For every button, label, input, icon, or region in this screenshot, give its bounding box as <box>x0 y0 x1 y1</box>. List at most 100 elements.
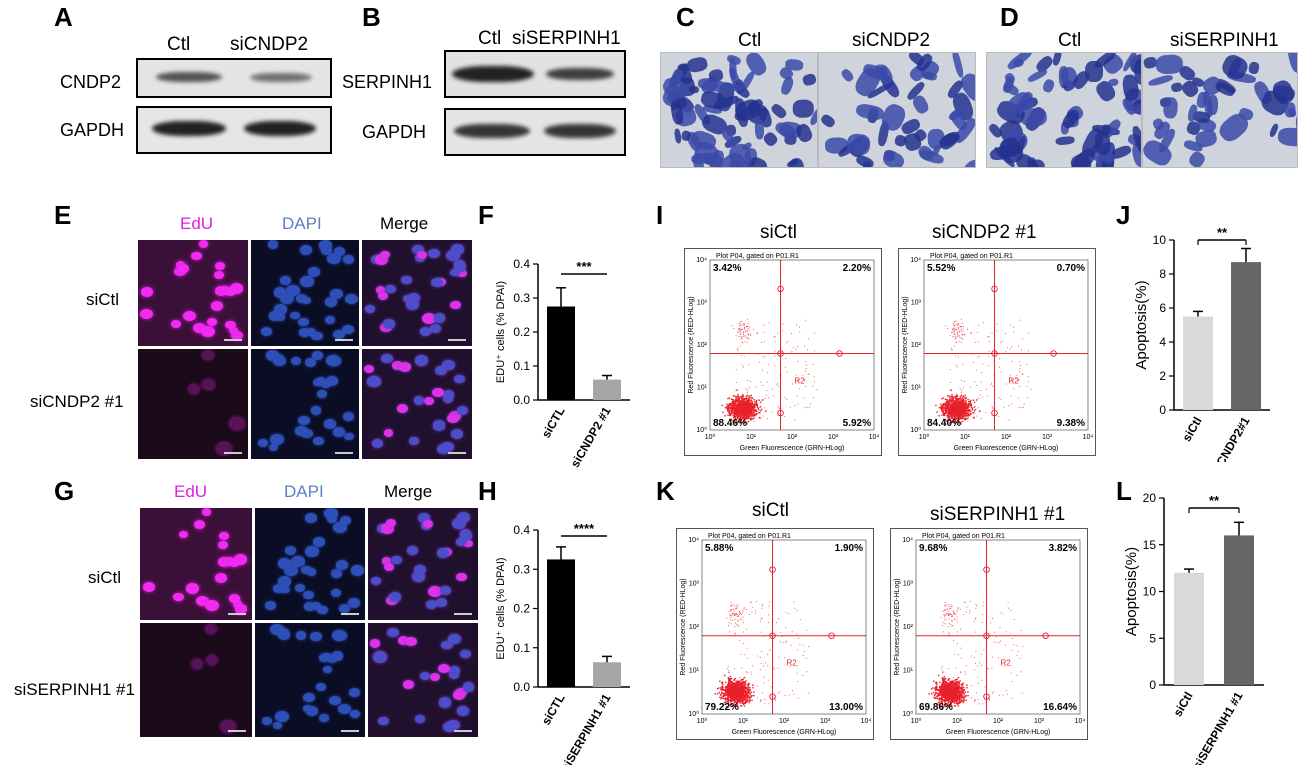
x-tick-label: 10¹ <box>952 718 963 725</box>
gate-handle <box>777 285 784 293</box>
x-tick-label: 10² <box>787 434 798 441</box>
y-tick-label: 10² <box>697 342 708 349</box>
x-tick-label: 10³ <box>820 718 831 725</box>
quadrant-percent: 3.82% <box>1049 543 1077 554</box>
y-tick-label: 0.3 <box>513 562 530 576</box>
x-tick-label: siCTL <box>539 692 568 728</box>
y-tick-label: 0 <box>1149 678 1156 692</box>
lane-label-ctl-c: Ctl <box>738 30 762 51</box>
panel-label-k: K <box>656 476 675 506</box>
row-label-siserpinh1-g: siSERPINH1 #1 <box>14 680 135 699</box>
x-axis-label: Green Fluorescence (GRN-HLog) <box>740 445 845 452</box>
x-tick-label: siCNDP2#1 <box>1208 414 1252 462</box>
y-tick-label: 10⁴ <box>696 257 707 264</box>
y-tick-label: 10² <box>911 342 922 349</box>
row-label-gapdh-b: GAPDH <box>362 122 427 142</box>
y-tick-label: 8 <box>1159 267 1166 281</box>
y-tick-label: 10 <box>1153 233 1167 247</box>
gate-handle <box>769 632 776 639</box>
bar <box>547 559 575 687</box>
bar <box>547 306 575 400</box>
bar <box>593 662 621 687</box>
significance-label: ** <box>1209 493 1220 508</box>
blot-cndp2 <box>136 58 332 98</box>
x-tick-label: 10⁴ <box>1083 434 1094 441</box>
row-label-sictl-e: siCtl <box>86 290 120 309</box>
x-tick-label: siCNDP2 #1 <box>568 404 614 470</box>
y-tick-label: 10³ <box>911 300 922 307</box>
gate-handle <box>769 693 776 700</box>
y-tick-label: 10¹ <box>689 668 700 675</box>
x-tick-label: 10² <box>779 718 790 725</box>
x-axis-label: Green Fluorescence (GRN-HLog) <box>732 729 837 736</box>
panel-label-f: F <box>478 200 494 230</box>
lane-label-ctl: Ctl <box>167 34 191 55</box>
quadrant-percent: 1.90% <box>835 543 863 554</box>
bar-chart-j: 0 2 4 6 8 10 Apoptosis(%) siCtl siCNDP2#1 ** <box>1133 225 1270 462</box>
region-label: R2 <box>1009 377 1020 386</box>
y-axis-label: Apoptosis(%) <box>1133 280 1150 369</box>
region-label: R2 <box>787 659 798 668</box>
gate-handle <box>1050 350 1057 357</box>
y-tick-label: 0.1 <box>513 359 530 373</box>
quadrant-percent: 3.42% <box>713 263 741 274</box>
channel-label-merge-g: Merge <box>384 482 433 501</box>
panel-label-d: D <box>1000 2 1019 32</box>
y-tick-label: 15 <box>1143 538 1157 552</box>
dapi-image-siserpinh1 <box>255 623 365 737</box>
merge-image-sicndp2 <box>362 349 472 459</box>
row-label-sictl-g: siCtl <box>88 568 122 587</box>
gate-handle <box>828 632 835 639</box>
y-axis-label: Red Fluorescence (RED-HLog) <box>902 296 909 393</box>
y-tick-label: 0.2 <box>513 325 530 339</box>
quadrant-percent: 84.40% <box>927 418 961 429</box>
channel-label-dapi-g: DAPI <box>284 482 324 501</box>
edu-image-sicndp2 <box>138 349 248 459</box>
lane-label-ctl-d: Ctl <box>1058 30 1082 51</box>
quadrant-percent: 79.22% <box>705 702 739 713</box>
x-tick-label: siCtl <box>1179 415 1204 445</box>
y-axis-label: Red Fluorescence (RED-HLog) <box>894 578 901 675</box>
channel-label-merge-e: Merge <box>380 214 429 233</box>
blot-gapdh-b <box>444 108 626 156</box>
significance-label: **** <box>574 521 595 536</box>
quadrant-percent: 9.68% <box>919 543 947 554</box>
region-label: R2 <box>1001 659 1012 668</box>
panel-label-h: H <box>478 476 497 506</box>
lane-label-sicndp2: siCNDP2 <box>230 34 309 55</box>
dapi-image-sictl-g <box>255 508 365 620</box>
x-axis-label: Green Fluorescence (GRN-HLog) <box>954 445 1059 452</box>
y-tick-label: 10³ <box>903 581 914 588</box>
bar <box>1231 262 1261 410</box>
y-tick-label: 2 <box>1159 369 1166 383</box>
gate-handle <box>991 285 998 293</box>
quadrant-percent: 5.52% <box>927 263 955 274</box>
lane-label-siserpinh1-d: siSERPINH1 <box>1170 30 1279 51</box>
significance-label: *** <box>576 259 592 274</box>
y-tick-label: 6 <box>1159 301 1166 315</box>
flow-title-sictl-i: siCtl <box>760 222 797 243</box>
gate-handle <box>777 350 784 357</box>
bar <box>593 379 621 400</box>
y-axis-label: EDU⁺ cells (% DPAI) <box>495 557 507 659</box>
x-tick-label: 10² <box>1001 434 1012 441</box>
lane-label-ctl-b: Ctl <box>478 28 502 49</box>
merge-image-sictl-g <box>368 508 478 620</box>
y-tick-label: 10³ <box>689 581 700 588</box>
y-tick-label: 10¹ <box>911 385 922 392</box>
y-tick-label: 0.4 <box>513 257 530 271</box>
y-tick-label: 0.0 <box>513 680 530 694</box>
x-tick-label: 10⁰ <box>697 717 708 725</box>
y-tick-label: 10¹ <box>903 668 914 675</box>
x-tick-label: 10² <box>993 718 1004 725</box>
quadrant-percent: 2.20% <box>843 263 871 274</box>
y-tick-label: 10⁴ <box>902 537 913 544</box>
y-tick-label: 20 <box>1143 491 1157 505</box>
x-tick-label: 10⁴ <box>861 718 872 725</box>
y-tick-label: 0.3 <box>513 291 530 305</box>
panel-label-b: B <box>362 2 381 32</box>
bar <box>1224 535 1254 685</box>
row-label-gapdh: GAPDH <box>60 120 125 140</box>
x-tick-label: siCTL <box>539 405 568 441</box>
panel-label-e: E <box>54 200 72 230</box>
